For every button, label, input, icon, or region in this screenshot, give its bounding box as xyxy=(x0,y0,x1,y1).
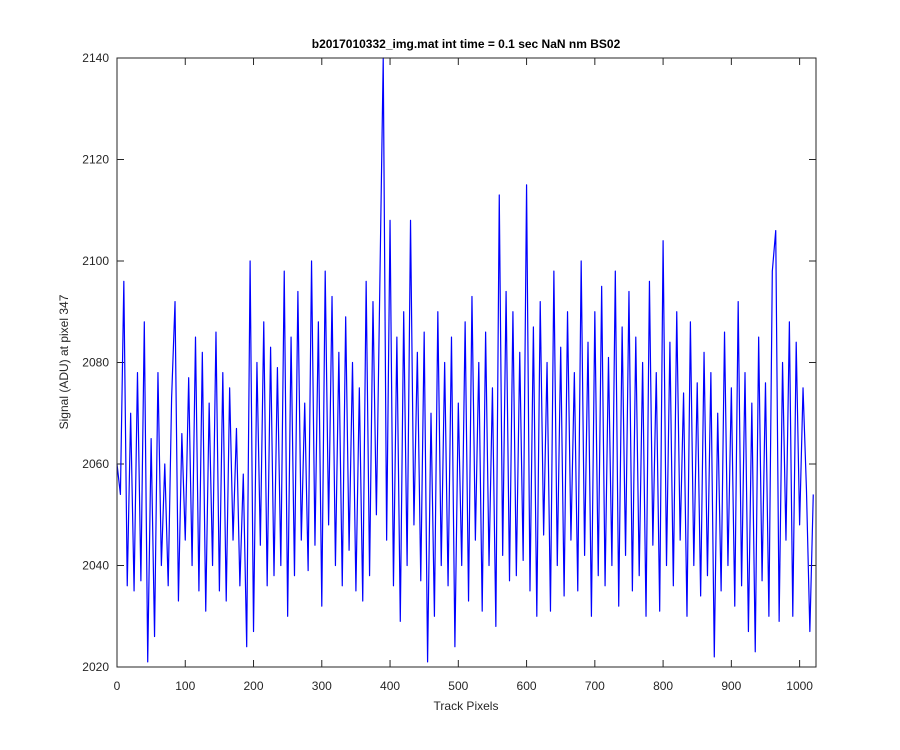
x-tick-label: 600 xyxy=(517,679,537,693)
y-tick-label: 2140 xyxy=(82,51,109,65)
x-tick-label: 1000 xyxy=(786,679,813,693)
y-tick-label: 2040 xyxy=(82,559,109,573)
y-tick-label: 2080 xyxy=(82,356,109,370)
x-tick-label: 300 xyxy=(312,679,332,693)
x-tick-label: 500 xyxy=(448,679,468,693)
data-line xyxy=(116,57,814,663)
y-axis-label: Signal (ADU) at pixel 347 xyxy=(57,294,71,429)
plot-frame xyxy=(116,57,817,668)
y-tick-label: 2100 xyxy=(82,254,109,268)
x-tick-label: 900 xyxy=(721,679,741,693)
y-tick-label: 2120 xyxy=(82,153,109,167)
x-axis-label: Track Pixels xyxy=(434,699,499,713)
x-tick-label: 400 xyxy=(380,679,400,693)
y-tick-label: 2060 xyxy=(82,457,109,471)
x-tick-label: 800 xyxy=(653,679,673,693)
x-tick-label: 100 xyxy=(175,679,195,693)
x-tick-label: 0 xyxy=(114,679,121,693)
chart-title: b2017010332_img.mat int time = 0.1 sec N… xyxy=(312,37,621,51)
x-tick-label: 700 xyxy=(585,679,605,693)
x-tick-label: 200 xyxy=(244,679,264,693)
y-tick-label: 2020 xyxy=(82,660,109,674)
